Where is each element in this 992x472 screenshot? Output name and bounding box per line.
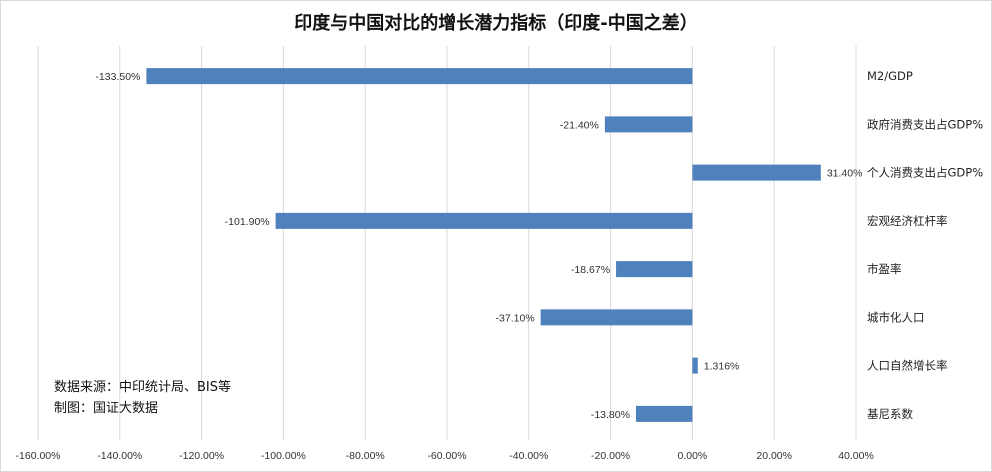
- data-label: -13.80%: [591, 409, 630, 421]
- category-label: 政府消费支出占GDP%: [867, 117, 983, 131]
- bar: [604, 116, 693, 133]
- x-tick-label: -60.00%: [427, 450, 466, 462]
- source-note: 数据来源：中印统计局、BIS等: [54, 380, 232, 395]
- data-label: -101.90%: [225, 216, 270, 228]
- data-label: -21.40%: [560, 119, 599, 131]
- x-tick-label: 40.00%: [838, 450, 874, 462]
- gridlines: [37, 46, 857, 440]
- bar: [616, 261, 693, 278]
- data-label: -18.67%: [571, 264, 610, 276]
- data-label: -133.50%: [95, 71, 140, 83]
- x-tick-label: -120.00%: [179, 450, 224, 462]
- bar: [146, 68, 693, 85]
- x-tick-label: -160.00%: [16, 450, 61, 462]
- category-label: 人口自然增长率: [867, 359, 948, 373]
- category-label: 基尼系数: [867, 407, 913, 421]
- data-label: 1.316%: [704, 361, 740, 373]
- x-tick-label: -80.00%: [346, 450, 385, 462]
- category-labels: M2/GDP 政府消费支出占GDP% 个人消费支出占GDP% 宏观经济杠杆率市盈率城市…: [867, 69, 983, 421]
- bars: [146, 68, 821, 422]
- bar: [275, 212, 693, 229]
- x-tick-label: 0.00%: [678, 450, 708, 462]
- x-tick-labels: -160.00% -140.00% -120.00% -100.00% -80.00% -…: [16, 450, 874, 462]
- x-tick-label: -100.00%: [261, 450, 306, 462]
- category-label: 个人消费支出占GDP%: [867, 166, 983, 180]
- category-label: 城市化人口: [867, 310, 925, 324]
- x-tick-label: -40.00%: [509, 450, 548, 462]
- made-by-note: 制图：国证大数据: [54, 401, 159, 416]
- bar: [635, 405, 693, 422]
- data-labels: -133.50% -21.40% 31.40% -101.90% -18.67% -37.…: [95, 71, 862, 421]
- bar: [692, 164, 821, 181]
- data-label: -37.10%: [496, 312, 535, 324]
- data-label: 31.40%: [827, 168, 863, 180]
- bar: [540, 309, 693, 326]
- x-tick-label: -140.00%: [97, 450, 142, 462]
- category-label: 市盈率: [867, 262, 902, 276]
- x-tick-label: -20.00%: [591, 450, 630, 462]
- x-tick-label: 20.00%: [756, 450, 792, 462]
- category-label: M2/GDP: [867, 69, 913, 83]
- bar: [692, 357, 698, 374]
- category-label: 宏观经济杠杆率: [867, 214, 948, 228]
- chart-title: 印度与中国对比的增长潜力指标（印度-中国之差）: [294, 12, 697, 34]
